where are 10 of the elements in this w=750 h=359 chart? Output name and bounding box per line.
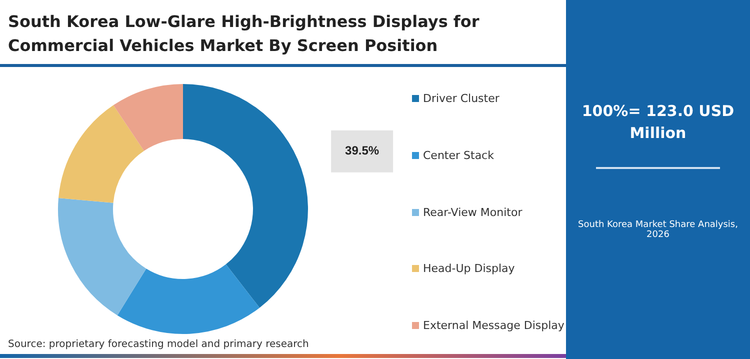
- legend-label: External Message Display: [423, 319, 564, 332]
- text: 100%= 123.0 USD Million: [580, 101, 736, 144]
- chart-title: South Korea Low-Glare High-Brightness Displays for Commercial Vehicles Market By Screen Position: [8, 11, 480, 57]
- legend-label: Rear-View Monitor: [423, 206, 522, 218]
- legend-label: Driver Cluster: [423, 92, 500, 105]
- source-note: Source: proprietary forecasting model and primary research: [8, 339, 309, 350]
- text: South Korea Market Share Analysis, 2026: [577, 220, 739, 240]
- legend-label: Head-Up Display: [423, 262, 515, 276]
- data-label: 39.5%: [345, 144, 380, 158]
- legend-label: Center Stack: [423, 148, 494, 162]
